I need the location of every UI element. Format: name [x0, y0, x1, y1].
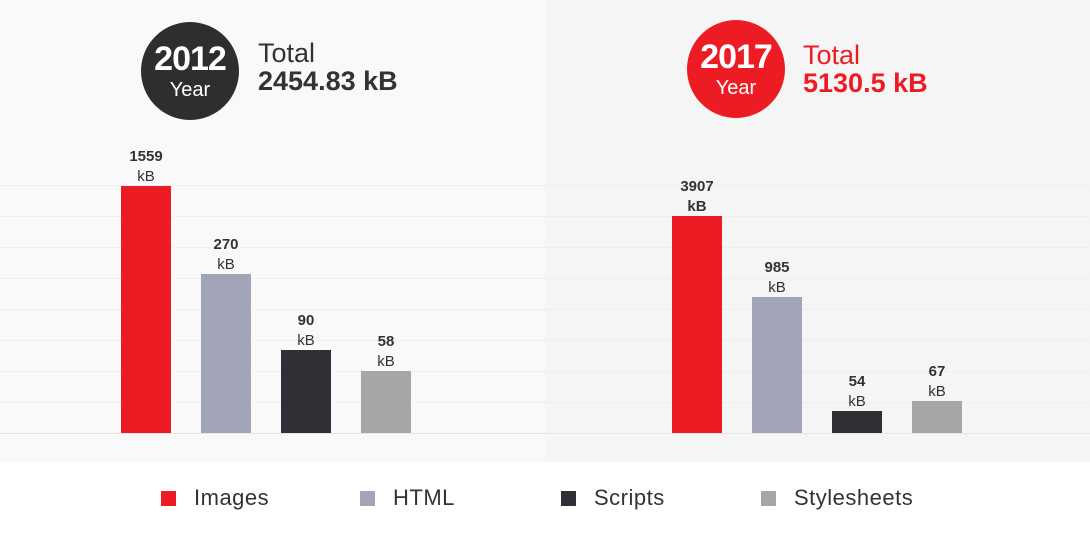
bar-stylesheets-2012 — [361, 371, 411, 433]
unit-label: kB — [848, 393, 866, 410]
value-label: 67 — [929, 363, 946, 380]
badge-year-label: Year — [169, 79, 211, 101]
total-value-2012: 2454.83 kB — [258, 66, 398, 96]
chart-panel-2012 — [0, 0, 545, 462]
total-label-2012: Total — [258, 38, 316, 68]
bar-images-2017 — [672, 216, 722, 433]
bar-stylesheets-2017 — [912, 401, 962, 433]
legend-label: HTML — [393, 485, 455, 510]
bar-scripts-2017 — [832, 411, 882, 433]
year-badge-2017: 2017 Year — [687, 20, 785, 118]
value-label: 1559 — [129, 148, 162, 165]
bar-html-2017 — [752, 297, 802, 433]
legend-swatch — [161, 491, 176, 506]
value-label: 270 — [213, 236, 238, 253]
unit-label: kB — [687, 198, 706, 215]
legend-swatch — [561, 491, 576, 506]
unit-label: kB — [217, 256, 235, 273]
value-label: 90 — [298, 312, 315, 329]
legend-label: Scripts — [594, 485, 665, 510]
bar-images-2012 — [121, 186, 171, 433]
legend-label: Stylesheets — [794, 485, 914, 510]
value-label: 54 — [849, 373, 866, 390]
value-label: 58 — [378, 333, 395, 350]
legend-label: Images — [194, 485, 270, 510]
year-badge-2012: 2012 Year — [141, 22, 239, 120]
value-label: 985 — [764, 259, 789, 276]
unit-label: kB — [377, 353, 395, 370]
legend-swatch — [360, 491, 375, 506]
chart-panel-2017 — [545, 0, 1090, 462]
unit-label: kB — [768, 279, 786, 296]
bar-chart-svg: 1559 kB 270 kB 90 kB 58 kB 3907 kB 985 kB 54 kB 67 kB — [0, 148, 1090, 434]
badge-year: 2017 — [700, 38, 773, 76]
badge-year-label: Year — [715, 77, 757, 99]
unit-label: kB — [137, 168, 155, 185]
unit-label: kB — [297, 332, 315, 349]
legend-swatch — [761, 491, 776, 506]
badge-year: 2012 — [154, 40, 227, 78]
value-label: 3907 — [680, 178, 713, 195]
total-value-2017: 5130.5 kB — [803, 68, 928, 98]
unit-label: kB — [928, 383, 946, 400]
bar-html-2012 — [201, 274, 251, 433]
total-label-2017: Total — [803, 40, 861, 70]
bar-scripts-2012 — [281, 350, 331, 433]
